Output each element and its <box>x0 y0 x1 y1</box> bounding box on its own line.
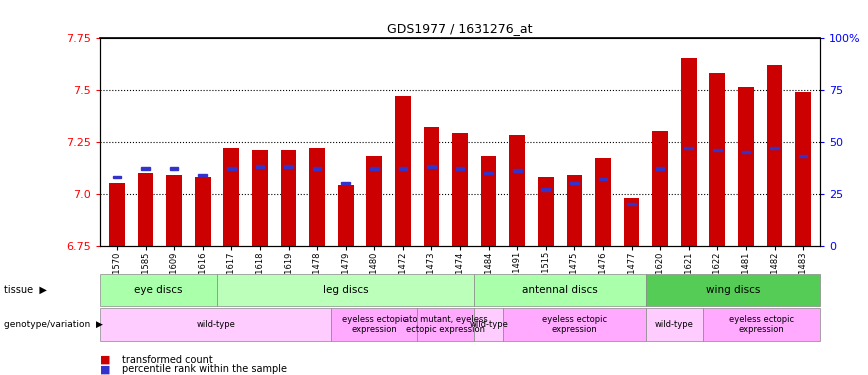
Bar <box>223 148 240 246</box>
Bar <box>510 135 525 246</box>
Bar <box>284 165 293 168</box>
Bar <box>227 167 235 170</box>
Bar <box>766 64 782 246</box>
Bar <box>309 148 325 246</box>
Bar <box>652 131 668 246</box>
Bar <box>799 155 807 158</box>
Bar <box>567 175 582 246</box>
Text: percentile rank within the sample: percentile rank within the sample <box>122 364 286 374</box>
Text: wing discs: wing discs <box>706 285 760 295</box>
Text: ato mutant, eyeless
ectopic expression: ato mutant, eyeless ectopic expression <box>404 315 488 334</box>
Text: wild-type: wild-type <box>470 320 508 329</box>
Bar <box>513 170 522 172</box>
Bar <box>685 147 693 149</box>
Bar <box>370 167 378 170</box>
Bar <box>599 178 608 180</box>
Bar <box>624 198 640 246</box>
Text: eyeless ectopic
expression: eyeless ectopic expression <box>342 315 407 334</box>
Bar <box>741 151 750 153</box>
Text: eyeless ectopic
expression: eyeless ectopic expression <box>542 315 607 334</box>
Bar <box>395 96 411 246</box>
Text: antennal discs: antennal discs <box>523 285 598 295</box>
Bar <box>427 165 436 168</box>
Bar <box>195 177 211 246</box>
Bar <box>738 87 753 246</box>
Bar <box>398 167 407 170</box>
Bar <box>570 182 579 184</box>
Bar <box>113 176 122 178</box>
Text: ■: ■ <box>100 364 110 374</box>
Text: eye discs: eye discs <box>135 285 182 295</box>
Bar <box>312 167 321 170</box>
Bar <box>542 188 550 190</box>
Bar <box>199 174 207 176</box>
Bar <box>341 182 350 184</box>
Bar <box>280 150 296 246</box>
Bar <box>656 167 665 170</box>
Bar <box>452 133 468 246</box>
Bar <box>709 73 725 246</box>
Text: tissue  ▶: tissue ▶ <box>4 285 47 295</box>
Bar <box>628 203 636 205</box>
Bar <box>255 165 264 168</box>
Text: leg discs: leg discs <box>323 285 369 295</box>
Text: genotype/variation  ▶: genotype/variation ▶ <box>4 320 103 329</box>
Text: wild-type: wild-type <box>196 320 235 329</box>
Bar <box>366 156 382 246</box>
Title: GDS1977 / 1631276_at: GDS1977 / 1631276_at <box>387 22 533 35</box>
Bar <box>770 147 779 149</box>
Bar <box>170 167 179 170</box>
Text: ■: ■ <box>100 355 110 365</box>
Bar <box>538 177 554 246</box>
Text: transformed count: transformed count <box>122 355 213 365</box>
Bar <box>456 167 464 170</box>
Bar <box>141 167 150 170</box>
Bar <box>681 58 697 246</box>
Bar <box>424 127 439 246</box>
Bar <box>109 183 125 246</box>
Bar <box>713 148 721 151</box>
Bar <box>795 92 811 246</box>
Bar <box>595 158 611 246</box>
Bar <box>481 156 496 246</box>
Bar <box>338 185 353 246</box>
Text: wild-type: wild-type <box>655 320 694 329</box>
Bar <box>167 175 182 246</box>
Text: eyeless ectopic
expression: eyeless ectopic expression <box>729 315 794 334</box>
Bar <box>138 173 154 246</box>
Bar <box>252 150 268 246</box>
Bar <box>484 171 493 174</box>
